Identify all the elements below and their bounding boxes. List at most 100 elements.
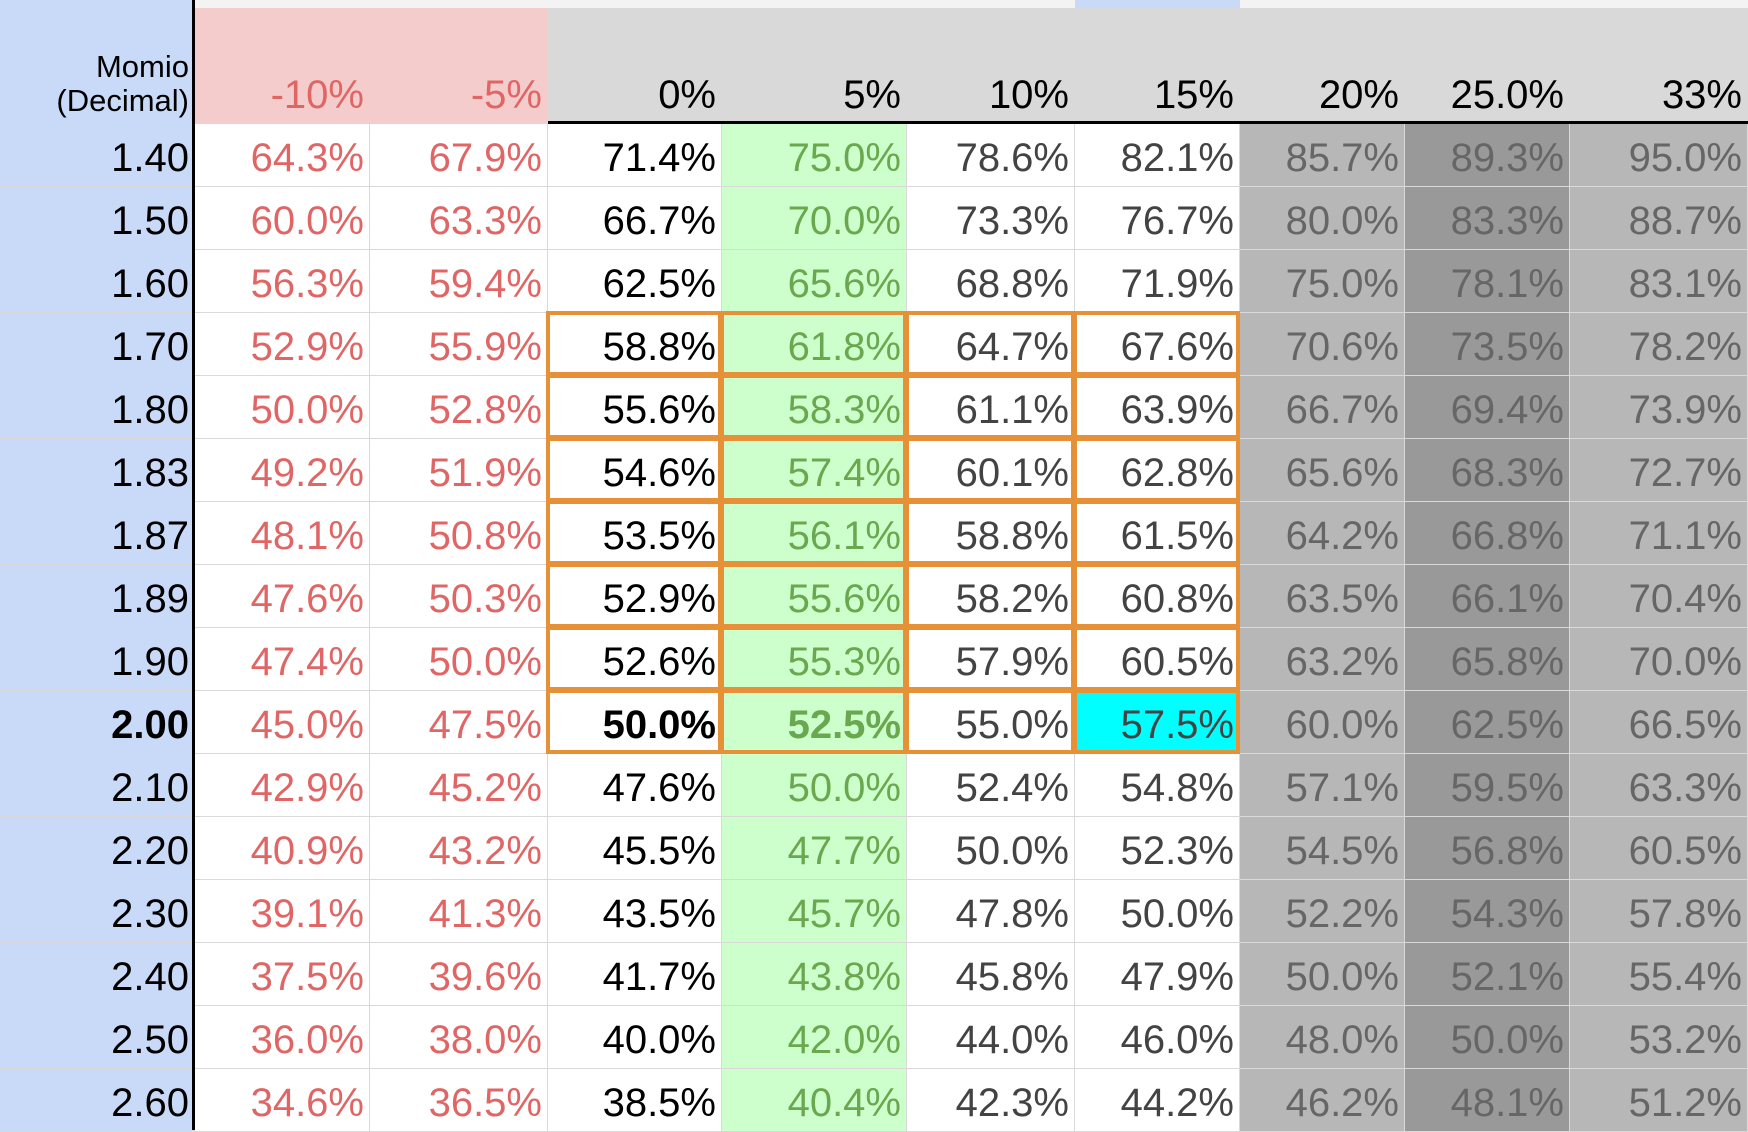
table-cell[interactable]: 75.0% [722, 124, 907, 187]
table-cell[interactable]: 76.7% [1075, 187, 1240, 250]
table-cell[interactable]: 65.6% [722, 250, 907, 313]
row-label[interactable]: 2.10 [0, 754, 195, 817]
table-cell[interactable]: 45.2% [370, 754, 548, 817]
table-cell[interactable]: 66.7% [548, 187, 722, 250]
table-cell[interactable]: 63.9% [1075, 376, 1240, 439]
table-cell[interactable]: 70.4% [1570, 565, 1748, 628]
table-cell[interactable]: 71.9% [1075, 250, 1240, 313]
table-cell[interactable]: 78.2% [1570, 313, 1748, 376]
column-header-7[interactable]: 20% [1240, 8, 1405, 124]
table-cell[interactable]: 88.7% [1570, 187, 1748, 250]
table-cell[interactable]: 78.1% [1405, 250, 1570, 313]
row-label[interactable]: 2.50 [0, 1006, 195, 1069]
table-cell[interactable]: 52.1% [1405, 943, 1570, 1006]
table-cell[interactable]: 45.8% [907, 943, 1075, 1006]
table-cell[interactable]: 52.4% [907, 754, 1075, 817]
table-cell[interactable]: 51.9% [370, 439, 548, 502]
table-cell[interactable]: 63.2% [1240, 628, 1405, 691]
table-cell[interactable]: 49.2% [195, 439, 370, 502]
table-cell[interactable]: 48.1% [195, 502, 370, 565]
table-cell[interactable]: 83.3% [1405, 187, 1570, 250]
table-cell[interactable]: 36.5% [370, 1069, 548, 1132]
table-cell[interactable]: 73.9% [1570, 376, 1748, 439]
table-cell[interactable]: 78.6% [907, 124, 1075, 187]
table-cell[interactable]: 52.3% [1075, 817, 1240, 880]
table-cell[interactable]: 63.5% [1240, 565, 1405, 628]
column-header-5[interactable]: 10% [907, 8, 1075, 124]
table-cell[interactable]: 72.7% [1570, 439, 1748, 502]
table-cell[interactable]: 82.1% [1075, 124, 1240, 187]
table-cell[interactable]: 47.5% [370, 691, 548, 754]
table-cell[interactable]: 55.4% [1570, 943, 1748, 1006]
table-cell[interactable]: 60.0% [195, 187, 370, 250]
row-label[interactable]: 2.60 [0, 1069, 195, 1132]
table-cell[interactable]: 48.1% [1405, 1069, 1570, 1132]
table-cell[interactable]: 58.3% [722, 376, 907, 439]
table-cell[interactable]: 67.6% [1075, 313, 1240, 376]
table-cell[interactable]: 50.0% [195, 376, 370, 439]
table-cell[interactable]: 68.8% [907, 250, 1075, 313]
row-label[interactable]: 2.00 [0, 691, 195, 754]
row-label[interactable]: 1.50 [0, 187, 195, 250]
table-cell[interactable]: 47.8% [907, 880, 1075, 943]
row-label[interactable]: 1.89 [0, 565, 195, 628]
table-cell[interactable]: 73.5% [1405, 313, 1570, 376]
table-cell[interactable]: 54.8% [1075, 754, 1240, 817]
table-cell[interactable]: 60.5% [1570, 817, 1748, 880]
table-cell[interactable]: 55.9% [370, 313, 548, 376]
table-cell[interactable]: 62.5% [548, 250, 722, 313]
table-cell[interactable]: 50.0% [1405, 1006, 1570, 1069]
table-cell[interactable]: 60.5% [1075, 628, 1240, 691]
table-cell[interactable]: 57.4% [722, 439, 907, 502]
column-header-8[interactable]: 25.0% [1405, 8, 1570, 124]
table-cell[interactable]: 70.0% [722, 187, 907, 250]
table-cell[interactable]: 52.5% [722, 691, 907, 754]
row-label[interactable]: 1.40 [0, 124, 195, 187]
table-cell[interactable]: 60.8% [1075, 565, 1240, 628]
row-label[interactable]: 1.90 [0, 628, 195, 691]
table-cell[interactable]: 40.0% [548, 1006, 722, 1069]
row-label[interactable]: 1.80 [0, 376, 195, 439]
table-cell[interactable]: 54.5% [1240, 817, 1405, 880]
table-cell[interactable]: 50.0% [1075, 880, 1240, 943]
table-cell[interactable]: 58.8% [907, 502, 1075, 565]
table-cell[interactable]: 58.2% [907, 565, 1075, 628]
row-label[interactable]: 2.30 [0, 880, 195, 943]
table-cell[interactable]: 50.8% [370, 502, 548, 565]
table-cell[interactable]: 50.0% [1240, 943, 1405, 1006]
table-cell[interactable]: 63.3% [370, 187, 548, 250]
table-cell[interactable]: 61.1% [907, 376, 1075, 439]
row-label[interactable]: 1.70 [0, 313, 195, 376]
table-cell[interactable]: 66.5% [1570, 691, 1748, 754]
table-cell[interactable]: 42.9% [195, 754, 370, 817]
table-cell[interactable]: 50.0% [548, 691, 722, 754]
table-cell[interactable]: 73.3% [907, 187, 1075, 250]
table-cell[interactable]: 52.9% [195, 313, 370, 376]
table-cell[interactable]: 61.8% [722, 313, 907, 376]
table-cell[interactable]: 68.3% [1405, 439, 1570, 502]
table-cell[interactable]: 66.1% [1405, 565, 1570, 628]
table-cell[interactable]: 44.0% [907, 1006, 1075, 1069]
table-cell[interactable]: 37.5% [195, 943, 370, 1006]
table-cell[interactable]: 56.1% [722, 502, 907, 565]
table-cell[interactable]: 46.2% [1240, 1069, 1405, 1132]
table-cell[interactable]: 34.6% [195, 1069, 370, 1132]
table-cell[interactable]: 60.1% [907, 439, 1075, 502]
table-cell[interactable]: 50.0% [722, 754, 907, 817]
column-header-6[interactable]: 15% [1075, 8, 1240, 124]
table-cell[interactable]: 58.8% [548, 313, 722, 376]
table-cell[interactable]: 71.1% [1570, 502, 1748, 565]
column-header-3[interactable]: 0% [548, 8, 722, 124]
row-label[interactable]: 1.60 [0, 250, 195, 313]
table-cell[interactable]: 62.8% [1075, 439, 1240, 502]
table-cell[interactable]: 57.8% [1570, 880, 1748, 943]
table-cell[interactable]: 83.1% [1570, 250, 1748, 313]
table-cell[interactable]: 89.3% [1405, 124, 1570, 187]
table-cell[interactable]: 65.6% [1240, 439, 1405, 502]
table-cell[interactable]: 43.2% [370, 817, 548, 880]
table-cell[interactable]: 64.2% [1240, 502, 1405, 565]
column-header-2[interactable]: -5% [370, 8, 548, 124]
table-cell[interactable]: 57.5% [1075, 691, 1240, 754]
row-label[interactable]: 1.83 [0, 439, 195, 502]
